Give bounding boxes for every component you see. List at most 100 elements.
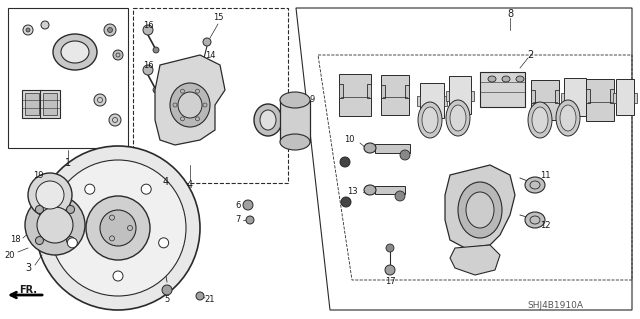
Text: FR.: FR.: [19, 285, 37, 295]
Bar: [610, 89, 614, 103]
Bar: [471, 91, 474, 101]
Text: 2: 2: [527, 50, 533, 60]
Text: 8: 8: [507, 9, 513, 19]
Ellipse shape: [516, 76, 524, 82]
Ellipse shape: [108, 27, 113, 33]
Ellipse shape: [61, 41, 89, 63]
Polygon shape: [445, 165, 515, 248]
Ellipse shape: [280, 134, 310, 150]
Ellipse shape: [113, 271, 123, 281]
Ellipse shape: [466, 192, 494, 228]
Bar: [613, 93, 616, 103]
Ellipse shape: [50, 160, 186, 296]
Ellipse shape: [94, 94, 106, 106]
Ellipse shape: [385, 265, 395, 275]
Ellipse shape: [141, 184, 151, 194]
Text: 4: 4: [163, 177, 169, 187]
Text: 16: 16: [143, 61, 154, 70]
Ellipse shape: [422, 107, 438, 133]
Bar: [531, 80, 559, 120]
Bar: [43, 93, 57, 115]
Text: 7: 7: [236, 216, 241, 225]
Ellipse shape: [170, 83, 210, 127]
Text: 17: 17: [385, 278, 396, 286]
Bar: [531, 90, 535, 103]
Ellipse shape: [67, 237, 74, 245]
Ellipse shape: [458, 182, 502, 238]
Ellipse shape: [386, 244, 394, 252]
Ellipse shape: [556, 100, 580, 136]
Ellipse shape: [525, 212, 545, 228]
Bar: [381, 85, 385, 98]
Text: 15: 15: [212, 13, 223, 23]
Ellipse shape: [86, 196, 150, 260]
Text: 1: 1: [65, 158, 71, 168]
Bar: [381, 75, 409, 115]
Ellipse shape: [162, 285, 172, 295]
Ellipse shape: [446, 100, 470, 136]
Ellipse shape: [178, 92, 202, 118]
Bar: [555, 90, 559, 103]
Text: 11: 11: [540, 170, 550, 180]
Bar: [25, 93, 39, 115]
Bar: [280, 100, 310, 142]
Ellipse shape: [395, 191, 405, 201]
Text: 16: 16: [143, 20, 154, 29]
Bar: [375, 144, 410, 153]
Ellipse shape: [36, 181, 64, 209]
Bar: [616, 79, 634, 115]
Bar: [586, 79, 614, 121]
Ellipse shape: [109, 114, 121, 126]
Bar: [22, 90, 42, 118]
Bar: [133, 8, 288, 183]
Polygon shape: [450, 245, 500, 275]
Bar: [367, 84, 371, 98]
Bar: [405, 85, 409, 98]
Bar: [561, 93, 564, 103]
Text: 14: 14: [205, 50, 215, 60]
Ellipse shape: [400, 150, 410, 160]
Ellipse shape: [450, 105, 466, 131]
Ellipse shape: [200, 61, 208, 69]
Bar: [634, 93, 637, 103]
Bar: [8, 8, 128, 148]
Ellipse shape: [100, 210, 136, 246]
Text: 20: 20: [4, 250, 15, 259]
Ellipse shape: [203, 38, 211, 46]
Ellipse shape: [340, 157, 350, 167]
Ellipse shape: [159, 238, 169, 248]
Ellipse shape: [113, 50, 123, 60]
Bar: [446, 91, 449, 101]
Text: 9: 9: [310, 95, 316, 105]
Ellipse shape: [525, 177, 545, 193]
Ellipse shape: [418, 102, 442, 138]
Ellipse shape: [254, 104, 282, 136]
Text: 21: 21: [205, 295, 215, 305]
Ellipse shape: [26, 28, 30, 32]
Bar: [375, 186, 405, 194]
Text: 18: 18: [10, 235, 20, 244]
Bar: [420, 83, 444, 118]
Bar: [417, 96, 420, 106]
Ellipse shape: [53, 34, 97, 70]
Text: 6: 6: [236, 201, 241, 210]
Ellipse shape: [41, 21, 49, 29]
Ellipse shape: [246, 216, 254, 224]
Ellipse shape: [488, 76, 496, 82]
Text: SHJ4B1910A: SHJ4B1910A: [527, 300, 583, 309]
Ellipse shape: [36, 146, 200, 310]
Bar: [444, 96, 447, 106]
Bar: [564, 78, 586, 116]
Ellipse shape: [528, 102, 552, 138]
Ellipse shape: [196, 292, 204, 300]
Ellipse shape: [67, 205, 74, 213]
Ellipse shape: [364, 185, 376, 195]
Ellipse shape: [84, 184, 95, 194]
Bar: [339, 84, 343, 98]
Bar: [339, 74, 371, 116]
Text: 19: 19: [33, 170, 44, 180]
Ellipse shape: [23, 25, 33, 35]
Ellipse shape: [341, 197, 351, 207]
Ellipse shape: [67, 238, 77, 248]
Ellipse shape: [153, 47, 159, 53]
